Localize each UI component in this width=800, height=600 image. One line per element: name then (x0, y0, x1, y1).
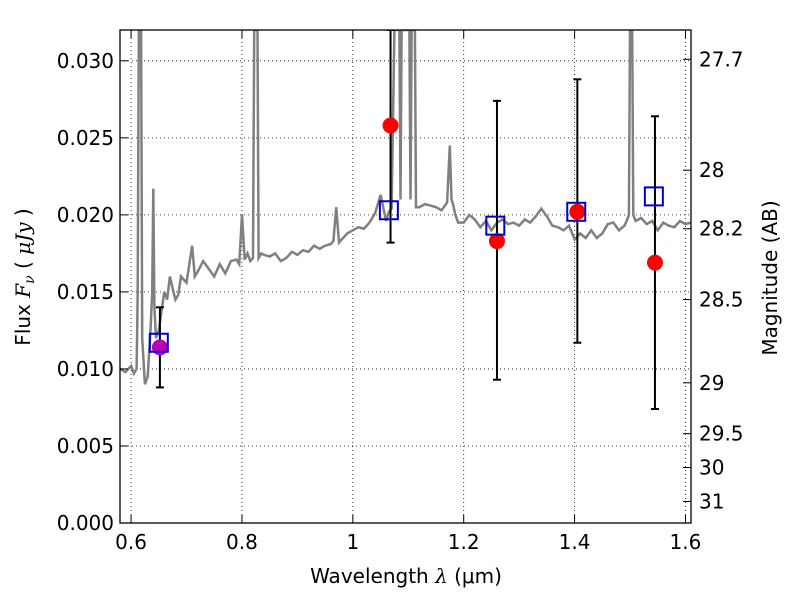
magnitude-axis: 27.7 28 28.2 28.5 29 29.5 30 31 (683, 47, 744, 513)
magnitude-tick-label: 28.2 (699, 217, 744, 241)
y-axis-label: Flux Fν ( μJy ) (11, 208, 38, 345)
y-tick-label: 0.025 (57, 126, 114, 150)
x-tick-label: 1.4 (559, 530, 591, 554)
y-tick-label: 0.015 (57, 280, 114, 304)
model-points (148, 186, 664, 353)
y-tick-label: 0.030 (57, 49, 114, 73)
model-square (643, 186, 664, 207)
x-tick-label: 1.6 (670, 530, 702, 554)
model-square (485, 215, 506, 236)
model-square (566, 201, 587, 222)
data-point-observed_photometry_optical (151, 339, 168, 356)
x-axis-label: Wavelength λ (μm) (310, 564, 502, 588)
data-point-observed_photometry (646, 254, 663, 271)
model-square (148, 332, 169, 353)
plot-area (120, 30, 691, 410)
data-point-observed_photometry (488, 233, 505, 250)
x-axis: 0.6 0.8 1 1.2 1.4 1.6 (115, 30, 701, 554)
magnitude-tick-label: 29 (699, 371, 724, 395)
y-tick-label: 0.000 (57, 511, 114, 535)
magnitude-tick-label: 28.5 (699, 288, 744, 312)
magnitude-tick-label: 27.7 (699, 47, 744, 71)
magnitude-axis-label: Magnitude (AB) (758, 200, 782, 355)
magnitude-tick-label: 28 (699, 158, 724, 182)
grid-lines (120, 30, 691, 524)
magnitude-tick-label: 30 (699, 456, 724, 480)
magnitude-tick-label: 31 (699, 489, 724, 513)
data-point-observed_photometry (569, 203, 586, 220)
model-square (378, 200, 399, 221)
x-tick-label: 1.2 (448, 530, 480, 554)
y-tick-label: 0.005 (57, 434, 114, 458)
y-tick-label: 0.010 (57, 357, 114, 381)
x-tick-label: 0.6 (115, 530, 147, 554)
magnitude-tick-label: 29.5 (699, 422, 744, 446)
error-bars (155, 30, 659, 410)
y-tick-label: 0.020 (57, 203, 114, 227)
x-tick-label: 1 (346, 530, 359, 554)
data-point-observed_photometry (382, 117, 399, 134)
plot-frame (119, 29, 692, 524)
y-axis: 0.000 0.005 0.010 0.015 0.020 0.025 0.030 (57, 49, 128, 535)
spectrum-line (120, 30, 691, 385)
x-tick-label: 0.8 (226, 530, 258, 554)
